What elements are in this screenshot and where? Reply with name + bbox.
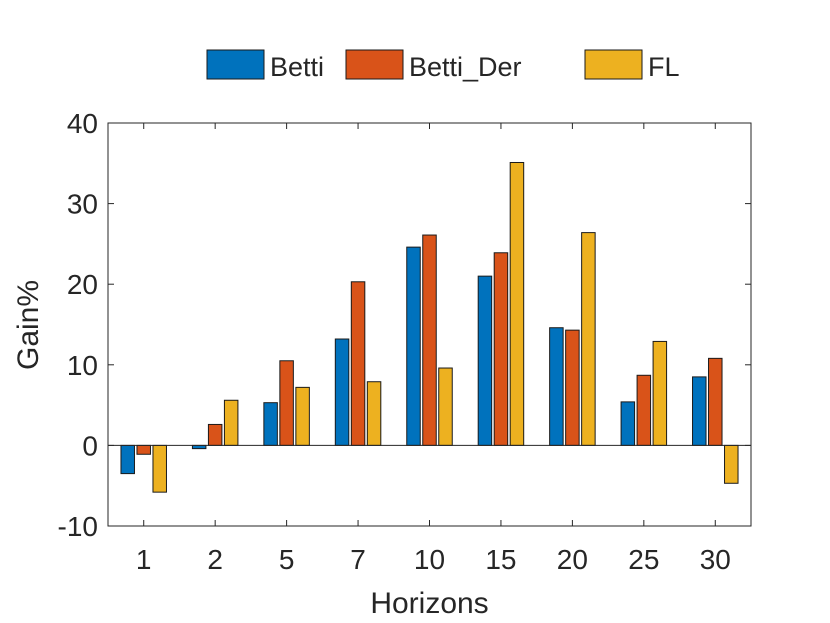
bar-betti-der-7 (350, 281, 366, 446)
bar-fl-25 (652, 340, 668, 446)
x-tick-label: 20 (557, 544, 588, 575)
x-tick-label: 15 (485, 544, 516, 575)
y-tick-label: 30 (67, 189, 98, 220)
y-tick-label: 0 (82, 430, 98, 461)
y-tick-label: 20 (67, 269, 98, 300)
bar-betti-der-15 (493, 252, 509, 446)
bar-fl-2 (223, 399, 239, 446)
y-axis-label: Gain% (12, 280, 45, 370)
bar-fl-7 (366, 381, 382, 446)
x-axis: 1 2 5 7 10 15 20 25 30 (136, 123, 731, 575)
bar-betti-5 (263, 402, 278, 446)
bar-betti-der-25 (636, 374, 652, 446)
y-tick-label: 40 (67, 108, 98, 139)
bar-betti-10 (406, 246, 421, 446)
bar-betti-der-20 (565, 329, 580, 446)
bar-fl-1 (152, 444, 167, 493)
x-tick-label: 5 (279, 544, 295, 575)
bar-betti-der-10 (422, 234, 437, 446)
x-axis-label: Horizons (370, 587, 488, 620)
x-tick-label: 1 (136, 544, 152, 575)
x-tick-label: 7 (350, 544, 366, 575)
bar-betti-der-30 (708, 357, 723, 446)
bar-betti-30 (692, 376, 707, 446)
bar-betti-1 (120, 444, 135, 475)
legend-swatch-betti-der (345, 49, 404, 80)
bar-betti-der-5 (279, 360, 294, 446)
bars (120, 161, 739, 493)
legend-label-betti-der: Betti_Der (409, 52, 522, 82)
legend-swatch-betti (206, 49, 265, 80)
legend-swatch-fl (584, 49, 643, 80)
bar-betti-20 (549, 327, 564, 446)
bar-fl-30 (724, 444, 739, 484)
bar-fl-15 (509, 161, 525, 446)
bar-betti-15 (477, 275, 493, 446)
bar-betti-7 (334, 338, 350, 446)
bar-fl-10 (438, 367, 453, 446)
bar-fl-20 (581, 232, 596, 446)
y-tick-label: 10 (67, 350, 98, 381)
bar-betti-der-2 (207, 423, 223, 446)
bar-fl-5 (295, 386, 310, 446)
legend-label-betti: Betti (270, 52, 324, 82)
plot-frame (107, 122, 752, 527)
y-axis: -10 0 10 20 30 40 (58, 108, 751, 542)
x-tick-label: 10 (414, 544, 445, 575)
bar-betti-der-1 (136, 444, 151, 455)
x-tick-label: 30 (700, 544, 731, 575)
bar-betti-25 (620, 401, 636, 446)
y-tick-label: -10 (58, 511, 98, 542)
x-tick-label: 25 (628, 544, 659, 575)
legend: Betti Betti_Der FL (196, 43, 680, 88)
x-tick-label: 2 (207, 544, 223, 575)
legend-label-fl: FL (648, 52, 680, 82)
